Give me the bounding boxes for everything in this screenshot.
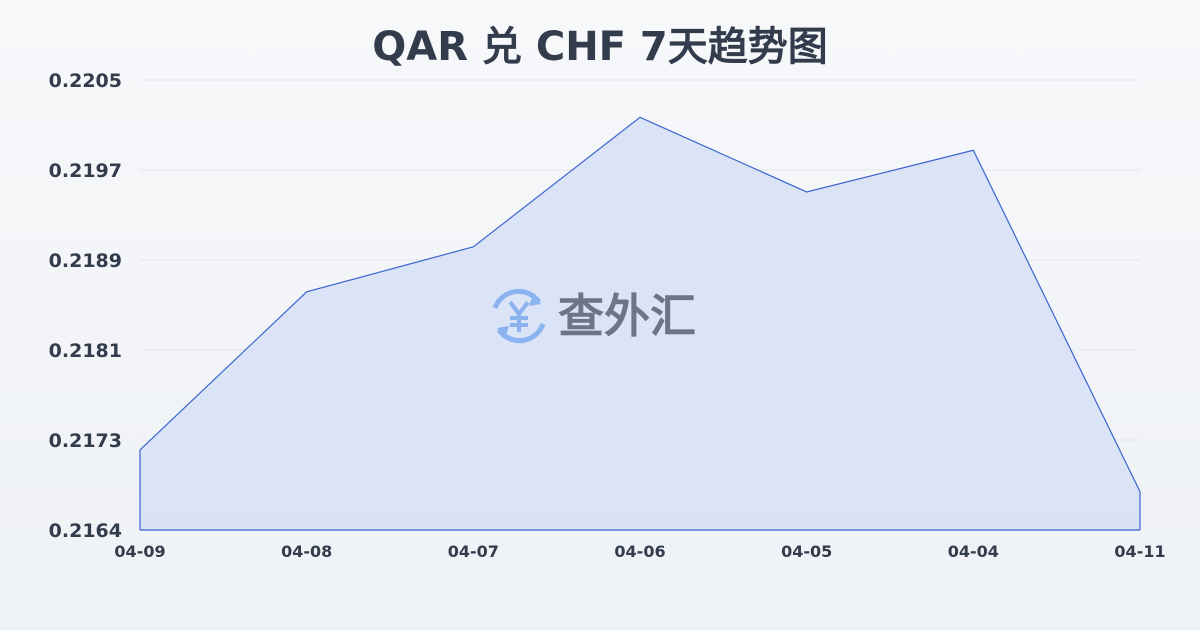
x-tick-label: 04-09 xyxy=(114,542,165,561)
y-tick-label: 0.2173 xyxy=(49,430,122,452)
x-tick-label: 04-07 xyxy=(448,542,499,561)
x-tick-label: 04-11 xyxy=(1114,542,1165,561)
y-tick-label: 0.2189 xyxy=(49,250,122,272)
x-tick-label: 04-04 xyxy=(948,542,999,561)
y-tick-label: 0.2164 xyxy=(49,520,122,542)
y-tick-label: 0.2181 xyxy=(49,340,122,362)
watermark-text: 查外汇 xyxy=(558,289,696,343)
chart-title: QAR 兑 CHF 7天趋势图 xyxy=(372,24,828,70)
x-tick-label: 04-05 xyxy=(781,542,832,561)
x-tick-label: 04-08 xyxy=(281,542,332,561)
y-tick-label: 0.2197 xyxy=(49,160,122,182)
x-tick-label: 04-06 xyxy=(614,542,665,561)
y-tick-label: 0.2205 xyxy=(49,70,122,92)
yen-exchange-icon xyxy=(492,288,546,344)
area-fill xyxy=(140,117,1140,530)
watermark: 查外汇 xyxy=(492,288,696,344)
